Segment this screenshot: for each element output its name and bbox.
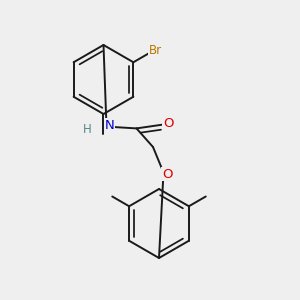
- Text: Br: Br: [149, 44, 162, 57]
- Text: O: O: [163, 117, 174, 130]
- Text: N: N: [105, 119, 114, 132]
- Text: O: O: [162, 167, 172, 181]
- Text: H: H: [82, 123, 91, 136]
